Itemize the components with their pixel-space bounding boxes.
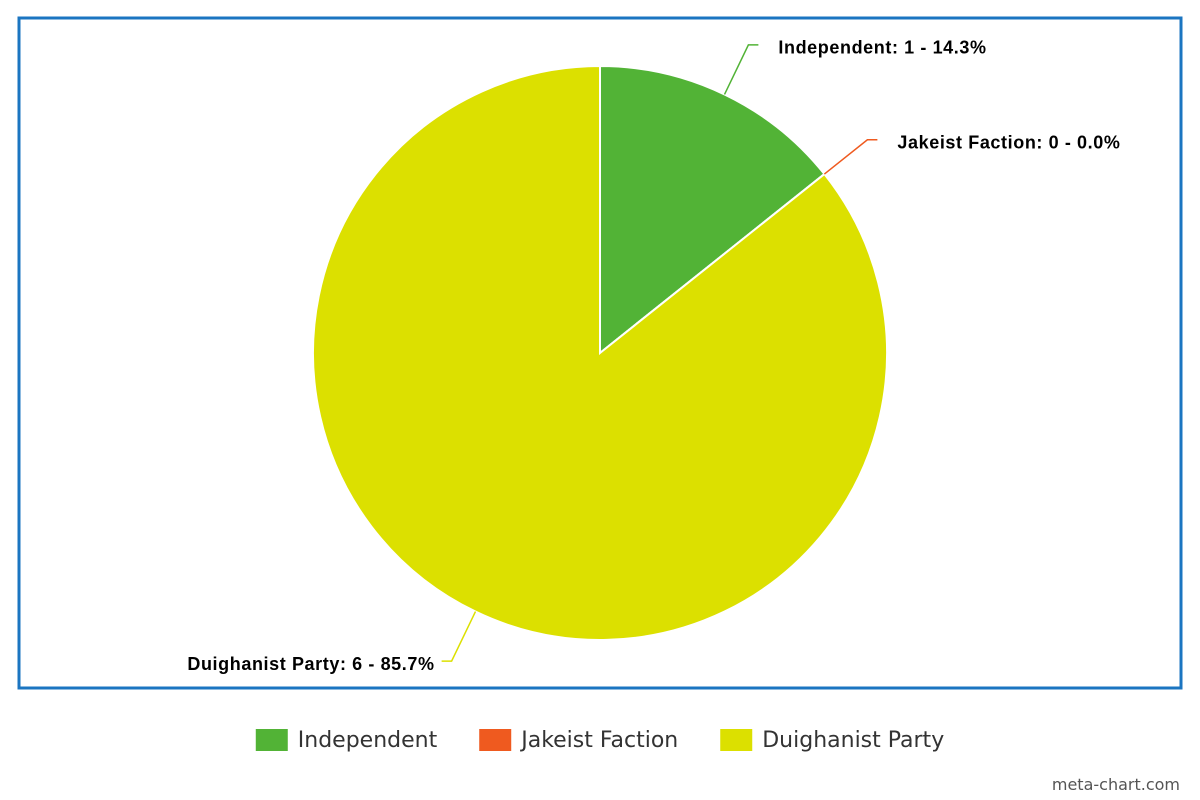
label-connector bbox=[823, 139, 878, 175]
label-connector bbox=[723, 44, 759, 95]
data-label: Duighanist Party: 6 - 85.7% bbox=[187, 654, 434, 674]
label-connector bbox=[441, 611, 477, 662]
legend-swatch bbox=[720, 729, 753, 751]
pie-slice bbox=[312, 64, 888, 641]
legend-swatch bbox=[479, 729, 512, 751]
legend-swatch bbox=[255, 729, 288, 751]
legend-label: Independent bbox=[298, 728, 438, 753]
credit: meta-chart.com bbox=[1052, 775, 1180, 794]
pie-slice bbox=[599, 64, 826, 356]
legend-label: Jakeist Faction bbox=[519, 728, 678, 753]
data-label: Independent: 1 - 14.3% bbox=[778, 38, 986, 58]
legend-label: Duighanist Party bbox=[762, 728, 944, 753]
data-label: Jakeist Faction: 0 - 0.0% bbox=[897, 133, 1120, 153]
